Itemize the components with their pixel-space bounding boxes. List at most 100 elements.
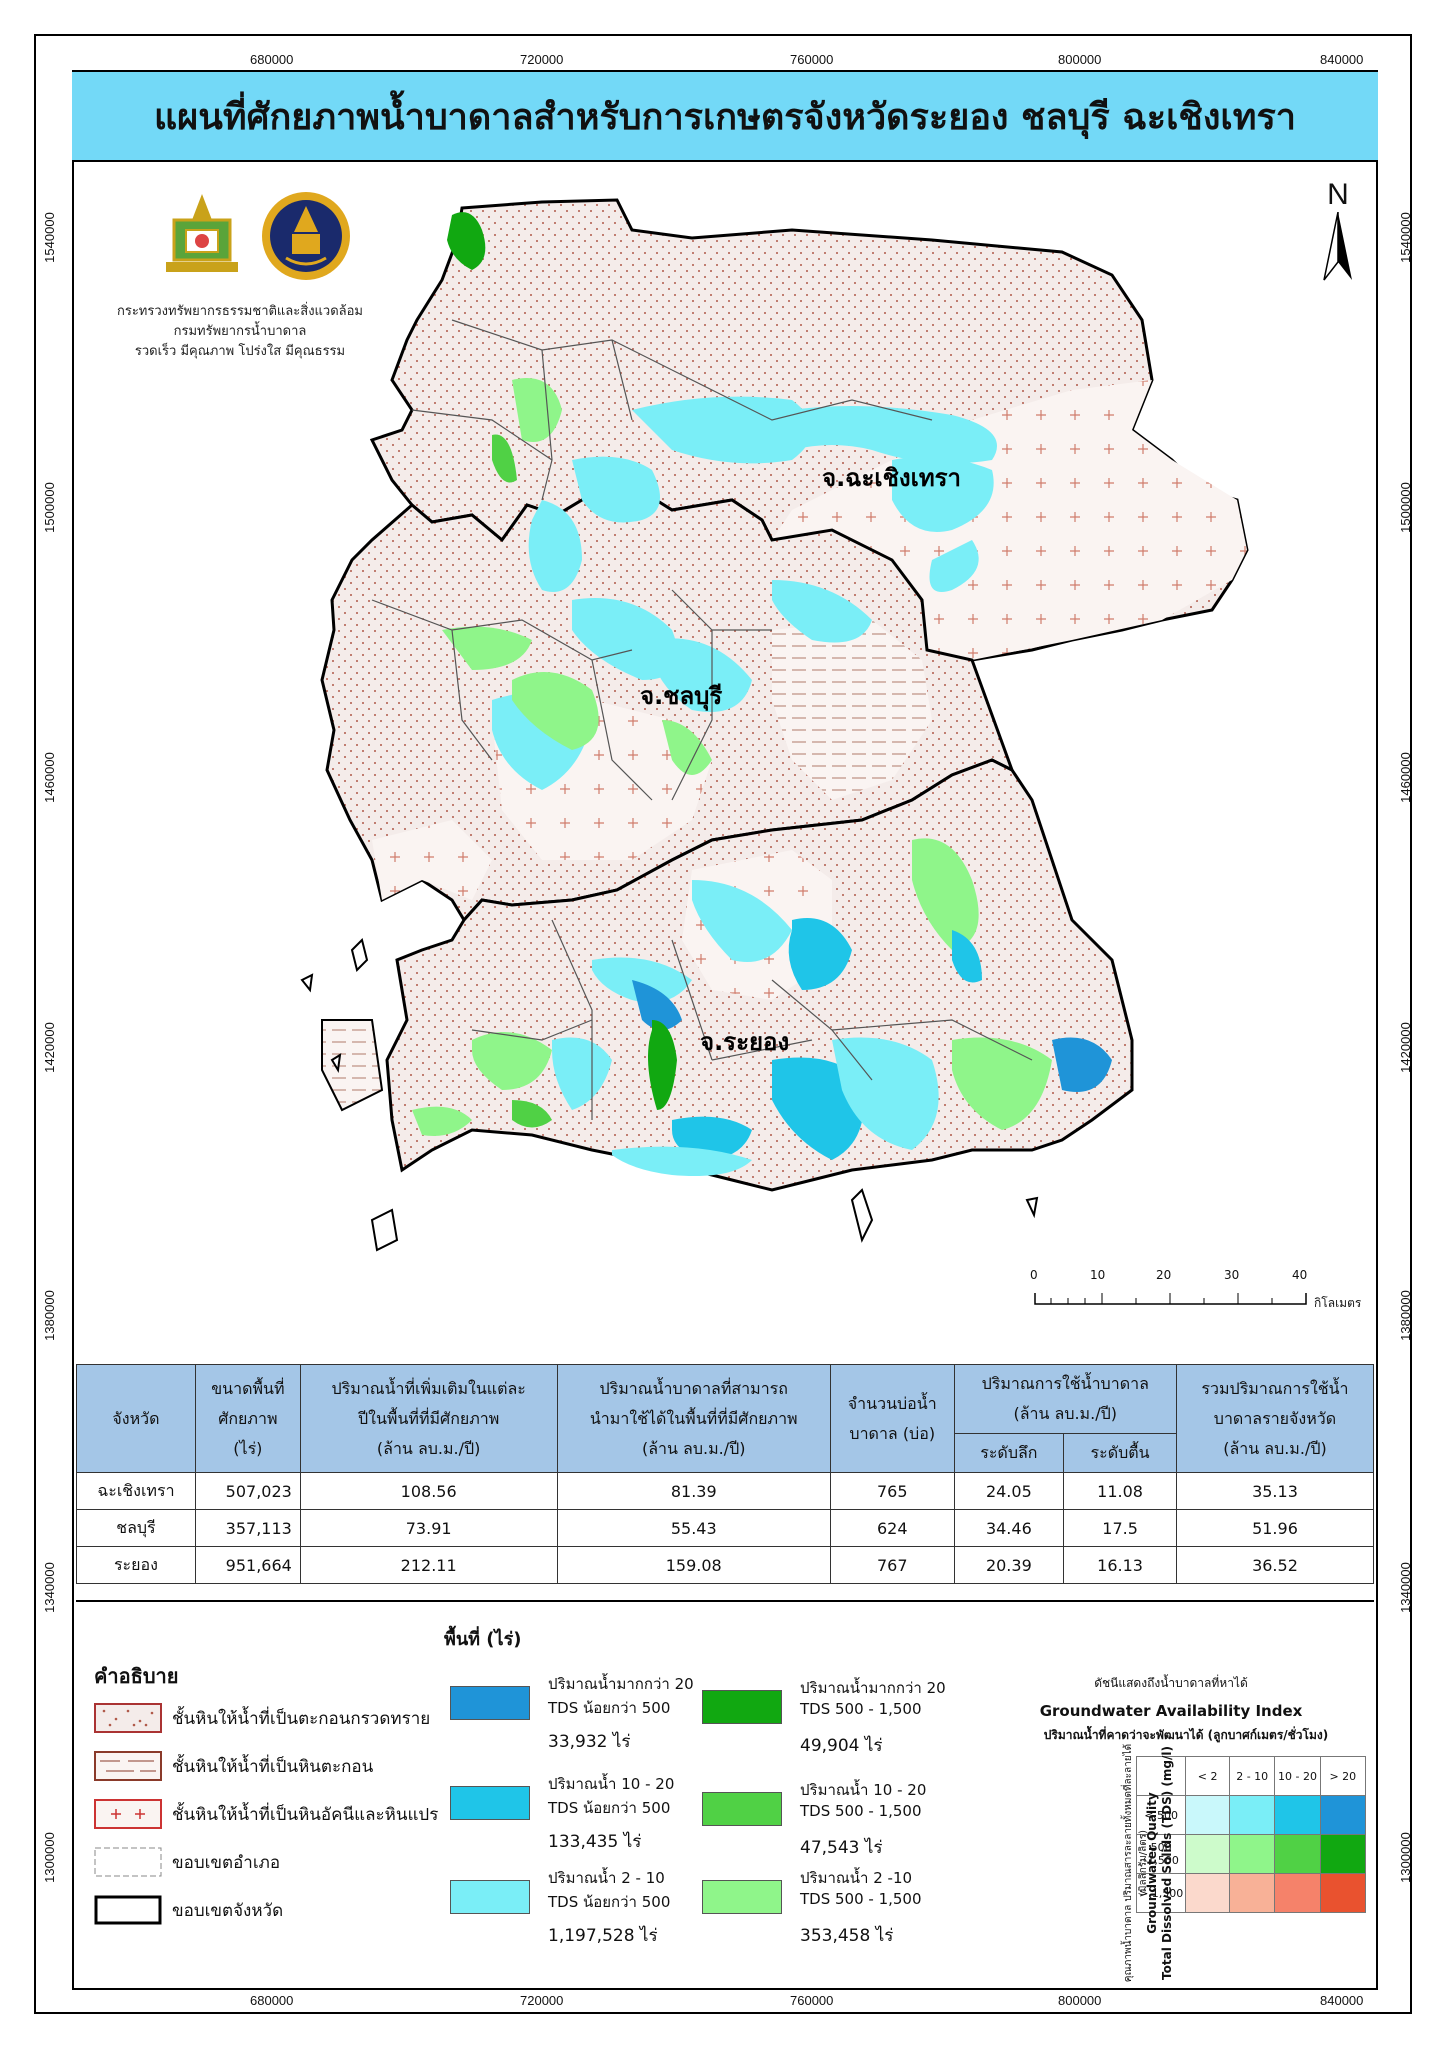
y-tick-left: 1420000 <box>41 1022 57 1073</box>
scale-tick: 20 <box>1156 1268 1172 1282</box>
table-row: ระยอง 951,664 212.11 159.08 767 20.39 16… <box>76 1546 1375 1584</box>
x-tick-bottom: 840000 <box>1320 1993 1364 2008</box>
index-cell <box>1185 1873 1231 1913</box>
header-shallow: ระดับตื้น <box>1063 1433 1177 1473</box>
index-y-title-en: Groundwater Quality Total Dissolved Soli… <box>1145 1746 1174 1980</box>
area-heading: พื้นที่ (ไร่) <box>444 1629 522 1650</box>
y-tick-right: 1420000 <box>1397 1022 1413 1073</box>
district-boundaries <box>371 319 1033 1120</box>
header-recharge: ปริมาณน้ำที่เพิ่มเติมในแต่ละ ปีในพื้นที่ท… <box>299 1364 558 1473</box>
statistics-table: จังหวัด ขนาดพื้นที่ ศักยภาพ (ไร่) ปริมาณน้… <box>76 1364 1375 1584</box>
map-title: แผนที่ศักยภาพน้ำบาดาลสำหรับการเกษตรจังหว… <box>153 96 1297 138</box>
index-cell <box>1319 1834 1367 1874</box>
scale-tick: 10 <box>1090 1268 1106 1282</box>
map-border <box>72 70 1378 1990</box>
north-label: N <box>1327 178 1349 211</box>
index-grid: < 2 2 - 10 10 - 20 > 20 < 500 500 -1,500 <box>1135 1756 1367 1913</box>
dgr-logo-icon <box>262 192 350 280</box>
header-total: รวมปริมาณการใช้น้ำ บาดาลรายจังหวัด (ล้าน ล… <box>1175 1364 1375 1473</box>
outer-frame <box>34 34 1412 2014</box>
index-cell <box>1229 1873 1276 1913</box>
index-cell <box>1319 1873 1367 1913</box>
table-row: ฉะเชิงเทรา 507,023 108.56 81.39 765 24.0… <box>76 1472 1375 1510</box>
label-rayong: จ.ระยอง <box>700 1028 790 1056</box>
index-row-label: > 1,500 <box>1135 1873 1187 1913</box>
class-blue-low: ปริมาณน้ำ 2 - 10 TDS น้อยกว่า 500 1,197,… <box>450 1866 730 1966</box>
index-cell <box>1274 1834 1321 1874</box>
y-tick-left: 1540000 <box>41 212 57 263</box>
y-tick-left: 1340000 <box>41 1562 57 1613</box>
index-cell <box>1319 1795 1367 1835</box>
index-row-label: < 500 <box>1135 1795 1187 1835</box>
legend-heading: คำอธิบาย <box>94 1664 179 1688</box>
legend-panel: คำอธิบาย ชั้นหินให้น้ำที่เป็นตะกอนกรวดทร… <box>76 1600 1374 1988</box>
islands <box>300 938 1039 1252</box>
index-col-label: 2 - 10 <box>1229 1756 1276 1796</box>
logos <box>110 190 370 370</box>
hatch-pattern-icon <box>94 1751 162 1781</box>
province-line-icon <box>94 1895 162 1925</box>
header-deep: ระดับลึก <box>953 1433 1065 1473</box>
header-usable: ปริมาณน้ำบาดาลที่สามารถ นำมาใช้ได้ในพื้นท… <box>556 1364 831 1473</box>
index-small-title: ดัชนีแสดงถึงน้ำบาดาลที่หาได้ <box>1094 1676 1248 1690</box>
x-tick-bottom: 800000 <box>1058 1993 1102 2008</box>
y-tick-right: 1500000 <box>1397 482 1413 533</box>
class-swatch <box>450 1786 530 1820</box>
x-tick-top: 760000 <box>790 52 834 67</box>
index-cell <box>1274 1873 1321 1913</box>
y-tick-right: 1460000 <box>1397 752 1413 803</box>
index-title: Groundwater Availability Index <box>1039 1702 1303 1720</box>
legend-item-sedimentary-rock: ชั้นหินให้น้ำที่เป็นหินตะกอน <box>94 1750 373 1782</box>
y-tick-right: 1300000 <box>1397 1832 1413 1883</box>
index-col-label: > 20 <box>1319 1756 1367 1796</box>
x-tick-bottom: 720000 <box>520 1993 564 2008</box>
north-arrow: N <box>1318 178 1358 286</box>
y-tick-right: 1380000 <box>1397 1290 1413 1341</box>
agency-line-slogan: รวดเร็ว มีคุณภาพ โปร่งใส มีคุณธรรม <box>134 344 346 359</box>
class-green-high: ปริมาณน้ำมากกว่า 20 TDS 500 - 1,500 49,9… <box>702 1676 982 1776</box>
y-tick-right: 1340000 <box>1397 1562 1413 1613</box>
scale-tick: 40 <box>1292 1268 1308 1282</box>
label-chachoengsao: จ.ฉะเชิงเทรา <box>822 464 962 492</box>
index-subtitle: ปริมาณน้ำที่คาดว่าจะพัฒนาได้ (ลูกบาศก์เม… <box>1043 1728 1329 1742</box>
index-cell <box>1185 1834 1231 1874</box>
dots-pattern-icon <box>94 1703 162 1733</box>
agency-text: กระทรวงทรัพยากรธรรมชาติและสิ่งแวดล้อม กร… <box>100 302 380 362</box>
agency-line-ministry: กระทรวงทรัพยากรธรรมชาติและสิ่งแวดล้อม <box>116 304 364 319</box>
scale-tick: 0 <box>1030 1268 1038 1282</box>
scale-unit: กิโลเมตร <box>1314 1296 1362 1310</box>
district-line-icon <box>94 1847 162 1877</box>
header-usage: ปริมาณการใช้น้ำบาดาล (ล้าน ลบ.ม./ปี) <box>953 1364 1177 1434</box>
y-tick-left: 1460000 <box>41 752 57 803</box>
class-green-low: ปริมาณน้ำ 2 -10 TDS 500 - 1,500 353,458 … <box>702 1866 982 1966</box>
index-cell <box>1229 1834 1276 1874</box>
groundwater-availability-index: ดัชนีแสดงถึงน้ำบาดาลที่หาได้ Groundwater… <box>976 1618 1367 1982</box>
header-area: ขนาดพื้นที่ ศักยภาพ (ไร่) <box>194 1364 301 1473</box>
legend-item-sediment: ชั้นหินให้น้ำที่เป็นตะกอนกรวดทราย <box>94 1702 430 1734</box>
x-tick-top: 800000 <box>1058 52 1102 67</box>
class-swatch <box>450 1880 530 1914</box>
plus-pattern-icon <box>94 1799 162 1829</box>
table-row: ชลบุรี 357,113 73.91 55.43 624 34.46 17.… <box>76 1509 1375 1547</box>
index-col-label: < 2 <box>1185 1756 1231 1796</box>
index-row-label: 500 -1,500 <box>1135 1834 1187 1874</box>
y-tick-right: 1540000 <box>1397 212 1413 263</box>
x-tick-bottom: 680000 <box>250 1993 294 2008</box>
y-tick-left: 1500000 <box>41 482 57 533</box>
x-tick-top: 840000 <box>1320 52 1364 67</box>
label-chonburi: จ.ชลบุรี <box>640 682 723 710</box>
x-tick-top: 680000 <box>250 52 294 67</box>
groundwater-zones <box>412 212 1112 1176</box>
x-tick-bottom: 760000 <box>790 1993 834 2008</box>
index-cell <box>1274 1795 1321 1835</box>
header-province: จังหวัด <box>76 1364 196 1473</box>
class-blue-high: ปริมาณน้ำมากกว่า 20 TDS น้อยกว่า 500 33,… <box>450 1672 730 1772</box>
ministry-logo-icon <box>166 194 238 272</box>
index-cell <box>1185 1795 1231 1835</box>
class-swatch <box>702 1792 782 1826</box>
map-canvas <box>300 198 1249 1252</box>
index-cell <box>1229 1795 1276 1835</box>
class-swatch <box>702 1690 782 1724</box>
agency-line-department: กรมทรัพยากรน้ำบาดาล <box>173 324 307 339</box>
north-arrow-icon <box>1323 211 1352 281</box>
